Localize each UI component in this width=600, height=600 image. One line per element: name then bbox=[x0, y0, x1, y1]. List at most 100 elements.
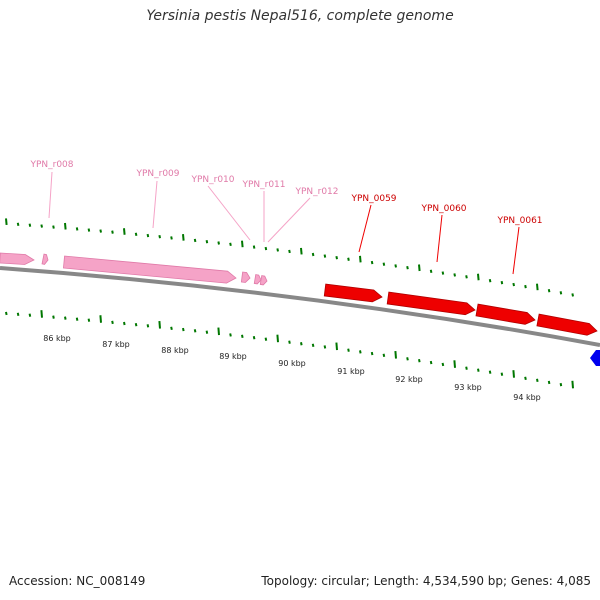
tick-mark bbox=[418, 264, 421, 272]
tick-mark bbox=[193, 329, 197, 333]
tick-mark bbox=[347, 257, 350, 261]
tick-mark bbox=[370, 351, 374, 356]
scale-labels: 86 kbp 87 kbp 88 kbp 89 kbp 90 kbp 91 kbp 92 k… bbox=[43, 334, 541, 402]
tick-mark bbox=[512, 370, 515, 378]
tick-mark bbox=[5, 311, 8, 316]
rna-feature-arrow bbox=[253, 274, 262, 285]
tick-mark bbox=[75, 317, 79, 321]
tick-mark bbox=[441, 362, 445, 367]
scale-label: 93 kbp bbox=[454, 383, 482, 392]
rna-feature-arrow bbox=[240, 271, 251, 283]
tick-mark bbox=[111, 320, 114, 325]
tick-mark bbox=[182, 234, 185, 241]
tick-mark bbox=[359, 350, 362, 354]
callout-line bbox=[512, 226, 520, 275]
scale-label: 92 kbp bbox=[395, 375, 423, 384]
tick-mark bbox=[75, 227, 79, 231]
tick-mark bbox=[5, 218, 8, 226]
tick-mark bbox=[193, 238, 197, 243]
tick-mark bbox=[99, 229, 102, 233]
tick-mark bbox=[323, 345, 327, 349]
tick-mark bbox=[252, 245, 256, 249]
tick-mark bbox=[205, 330, 209, 334]
tick-mark bbox=[571, 293, 574, 297]
tick-mark bbox=[158, 320, 161, 329]
tick-mark bbox=[524, 376, 527, 380]
cds-feature-arrow bbox=[536, 313, 598, 336]
accession-label: Accession: NC_008149 bbox=[9, 574, 146, 588]
tick-mark bbox=[134, 232, 138, 237]
inner-tick-ring bbox=[5, 310, 574, 389]
tick-mark bbox=[205, 239, 209, 244]
tick-mark bbox=[536, 378, 539, 383]
tick-mark bbox=[453, 360, 456, 368]
callout-line bbox=[207, 185, 251, 241]
tick-mark bbox=[40, 310, 43, 318]
tick-mark bbox=[16, 222, 20, 226]
tick-mark bbox=[512, 282, 515, 287]
tick-mark bbox=[170, 326, 173, 330]
tick-mark bbox=[394, 264, 397, 268]
tick-mark bbox=[571, 380, 574, 389]
tick-mark bbox=[453, 273, 456, 277]
tick-mark bbox=[52, 225, 55, 229]
tick-mark bbox=[28, 313, 32, 317]
rna-feature-arrow bbox=[0, 252, 35, 265]
tick-mark bbox=[465, 366, 468, 370]
tick-mark bbox=[477, 273, 480, 281]
tick-mark bbox=[536, 283, 539, 291]
rna-gene-label: YPN_r012 bbox=[294, 187, 338, 197]
tick-mark bbox=[40, 224, 43, 228]
scale-label: 88 kbp bbox=[161, 346, 189, 355]
tick-mark bbox=[300, 247, 303, 255]
tick-mark bbox=[429, 360, 433, 365]
cds-gene-label: YPN_0059 bbox=[350, 194, 396, 204]
tick-mark bbox=[441, 271, 445, 275]
tick-mark bbox=[64, 222, 67, 230]
tick-mark bbox=[500, 280, 504, 285]
tick-mark bbox=[300, 342, 303, 346]
tick-mark bbox=[500, 372, 504, 376]
rna-feature-arrow bbox=[259, 275, 268, 286]
tick-mark bbox=[87, 228, 91, 232]
callout-line bbox=[48, 171, 53, 219]
tick-mark bbox=[488, 278, 492, 283]
genome-summary: Topology: circular; Length: 4,534,590 bp… bbox=[261, 574, 591, 588]
rna-gene-label: YPN_r008 bbox=[29, 160, 73, 170]
scale-label: 94 kbp bbox=[513, 393, 541, 402]
tick-mark bbox=[288, 249, 291, 254]
callout-line bbox=[358, 204, 372, 253]
rna-gene-label: YPN_r009 bbox=[135, 169, 179, 179]
tick-mark bbox=[465, 275, 468, 279]
cds-feature-arrow bbox=[475, 303, 536, 325]
tick-mark bbox=[28, 223, 32, 227]
tick-mark bbox=[229, 333, 232, 337]
tick-mark bbox=[16, 312, 20, 317]
scale-label: 90 kbp bbox=[278, 359, 306, 368]
tick-mark bbox=[323, 254, 327, 258]
tick-mark bbox=[264, 337, 268, 341]
tick-mark bbox=[217, 241, 220, 245]
tick-mark bbox=[311, 343, 315, 348]
tick-mark bbox=[158, 235, 161, 239]
tick-mark bbox=[146, 233, 150, 238]
cds-features bbox=[323, 283, 598, 336]
scale-label: 91 kbp bbox=[337, 367, 365, 376]
tick-mark bbox=[64, 316, 67, 320]
callout-line bbox=[436, 214, 443, 263]
scale-label: 86 kbp bbox=[43, 334, 71, 343]
tick-mark bbox=[406, 266, 409, 270]
tick-mark bbox=[382, 353, 386, 358]
callout-line bbox=[267, 197, 311, 243]
tick-mark bbox=[229, 242, 232, 247]
map-title: Yersinia pestis Nepal516, complete genom… bbox=[146, 8, 454, 24]
tick-mark bbox=[429, 269, 433, 273]
tick-mark bbox=[276, 334, 279, 343]
scale-label: 87 kbp bbox=[102, 340, 130, 349]
tick-mark bbox=[146, 324, 150, 328]
tick-mark bbox=[559, 291, 563, 295]
tick-mark bbox=[288, 340, 291, 344]
scale-label: 89 kbp bbox=[219, 352, 247, 361]
rna-feature-arrow bbox=[63, 255, 237, 284]
tick-mark bbox=[359, 255, 362, 263]
